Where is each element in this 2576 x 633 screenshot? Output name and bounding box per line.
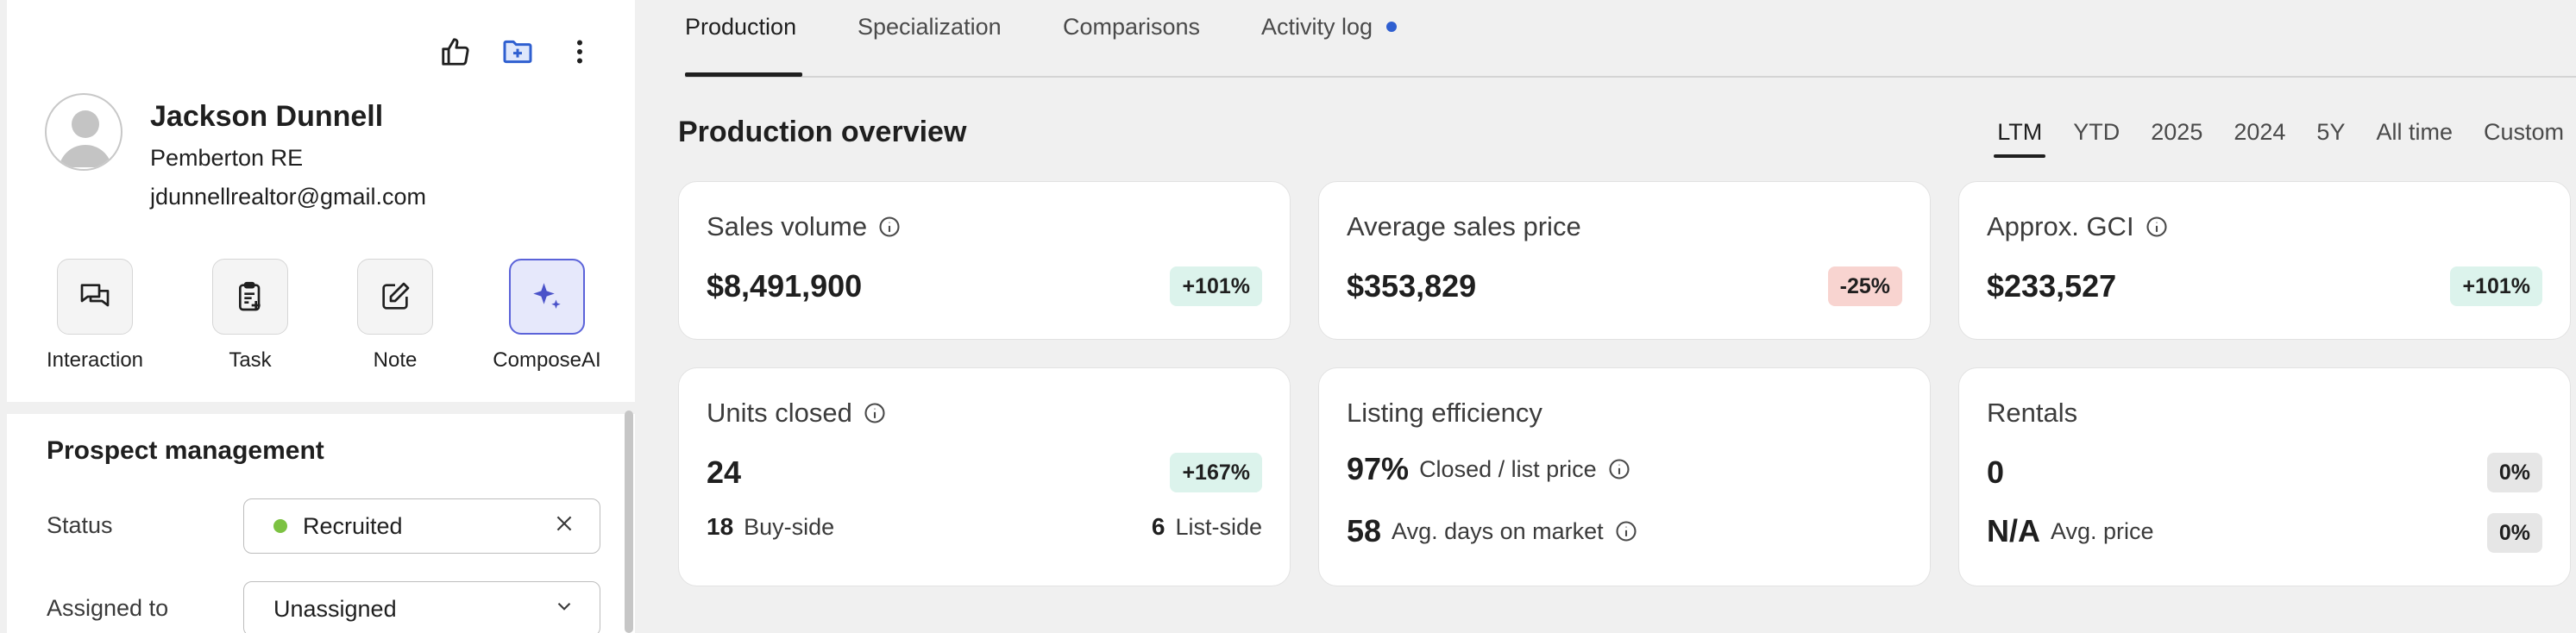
chevron-down-icon bbox=[553, 595, 575, 624]
rentals-avg-price-value: N/A bbox=[1987, 513, 2040, 548]
approx-gci-title: Approx. GCI bbox=[1987, 211, 2169, 242]
range-2024[interactable]: 2024 bbox=[2234, 119, 2286, 145]
compose-ai-label: ComposeAI bbox=[493, 348, 601, 372]
units-closed-title: Units closed bbox=[707, 398, 887, 429]
average-sales-price-change-badge: -25% bbox=[1827, 266, 1902, 306]
units-closed-change-badge: +167% bbox=[1170, 453, 1262, 492]
avatar bbox=[45, 93, 123, 171]
panel-scrollbar[interactable] bbox=[625, 411, 633, 633]
tab-bar: Production Specialization Comparisons Ac… bbox=[685, 0, 2576, 78]
rentals-card: Rentals 0 0% N/A Avg. price 0% bbox=[1958, 367, 2571, 586]
sales-volume-label: Sales volume bbox=[707, 211, 868, 241]
task-icon bbox=[212, 259, 288, 335]
interaction-button[interactable]: Interaction bbox=[26, 259, 164, 373]
range-2025[interactable]: 2025 bbox=[2151, 119, 2203, 145]
contact-company: Pemberton RE bbox=[150, 145, 304, 171]
quick-actions: Interaction Task Note ComposeAI bbox=[7, 259, 635, 379]
listing-efficiency-title: Listing efficiency bbox=[1347, 398, 1542, 428]
assigned-to-select[interactable]: Unassigned bbox=[243, 581, 600, 633]
rentals-avg-price-change-badge: 0% bbox=[2486, 513, 2542, 553]
closed-list-price-value: 97% bbox=[1347, 451, 1410, 486]
tab-specialization[interactable]: Specialization bbox=[858, 14, 1002, 40]
sales-volume-card: Sales volume $8,491,900 +101% bbox=[678, 181, 1291, 340]
sparkle-icon bbox=[509, 259, 585, 335]
assigned-to-value: Unassigned bbox=[273, 595, 397, 622]
interaction-label: Interaction bbox=[46, 348, 144, 372]
list-side-count: 6 bbox=[1151, 513, 1165, 540]
units-closed-card: Units closed 24 +167% 18 Buy-side 6 List… bbox=[678, 367, 1291, 586]
status-label: Status bbox=[47, 512, 113, 538]
tab-production[interactable]: Production bbox=[685, 14, 797, 40]
units-closed-label: Units closed bbox=[707, 398, 852, 428]
note-button[interactable]: Note bbox=[326, 259, 464, 373]
tab-activity-log-label: Activity log bbox=[1261, 14, 1373, 40]
rentals-avg-price-label: Avg. price bbox=[2051, 517, 2154, 544]
buy-side-count: 18 bbox=[707, 513, 734, 540]
rentals-change-badge: 0% bbox=[2486, 453, 2542, 492]
chat-icon bbox=[57, 259, 133, 335]
approx-gci-card: Approx. GCI $233,527 +101% bbox=[1958, 181, 2571, 340]
range-5y[interactable]: 5Y bbox=[2316, 119, 2346, 145]
list-side-row: 6 List-side bbox=[1152, 513, 1262, 541]
edit-note-icon bbox=[357, 259, 433, 335]
range-custom[interactable]: Custom bbox=[2483, 119, 2564, 145]
closed-list-price-row: 97% Closed / list price bbox=[1347, 451, 1631, 487]
status-value: Recruited bbox=[303, 512, 403, 539]
info-icon[interactable] bbox=[863, 401, 887, 425]
contact-actions bbox=[435, 31, 600, 72]
range-all-time[interactable]: All time bbox=[2376, 119, 2453, 145]
rentals-avg-price-row: N/A Avg. price bbox=[1987, 513, 2154, 549]
approx-gci-label: Approx. GCI bbox=[1987, 211, 2134, 241]
listing-efficiency-card: Listing efficiency 97% Closed / list pri… bbox=[1318, 367, 1931, 586]
status-dot bbox=[273, 519, 287, 533]
contact-name: Jackson Dunnell bbox=[150, 100, 384, 133]
info-icon[interactable] bbox=[1614, 519, 1638, 543]
days-on-market-label: Avg. days on market bbox=[1392, 517, 1604, 544]
average-sales-price-value: $353,829 bbox=[1347, 268, 1477, 304]
contact-panel: Jackson Dunnell Pemberton RE jdunnellrea… bbox=[7, 0, 635, 633]
activity-indicator-dot bbox=[1386, 21, 1398, 32]
info-icon[interactable] bbox=[1607, 457, 1631, 481]
approx-gci-change-badge: +101% bbox=[2450, 266, 2542, 306]
average-sales-price-card: Average sales price $353,829 -25% bbox=[1318, 181, 1931, 340]
prospect-management-title: Prospect management bbox=[47, 436, 324, 465]
production-overview-title: Production overview bbox=[678, 116, 967, 148]
tab-activity-log[interactable]: Activity log bbox=[1261, 14, 1398, 41]
approx-gci-value: $233,527 bbox=[1987, 268, 2117, 304]
section-divider bbox=[7, 402, 635, 414]
sales-volume-title: Sales volume bbox=[707, 211, 902, 242]
info-icon[interactable] bbox=[2145, 215, 2169, 239]
task-label: Task bbox=[229, 348, 272, 372]
buy-side-row: 18 Buy-side bbox=[707, 513, 834, 541]
average-sales-price-title: Average sales price bbox=[1347, 211, 1581, 241]
days-on-market-value: 58 bbox=[1347, 513, 1382, 548]
days-on-market-row: 58 Avg. days on market bbox=[1347, 513, 1638, 549]
range-ytd[interactable]: YTD bbox=[2073, 119, 2120, 145]
closed-list-price-label: Closed / list price bbox=[1419, 455, 1597, 482]
rentals-value: 0 bbox=[1987, 454, 2005, 490]
sales-volume-value: $8,491,900 bbox=[707, 268, 863, 304]
units-closed-value: 24 bbox=[707, 454, 742, 490]
tab-bar-rule bbox=[685, 76, 2576, 78]
contact-email[interactable]: jdunnellrealtor@gmail.com bbox=[150, 184, 427, 210]
compose-ai-button[interactable]: ComposeAI bbox=[478, 259, 616, 373]
clear-status-icon[interactable] bbox=[553, 512, 575, 541]
assigned-to-label: Assigned to bbox=[47, 595, 169, 621]
tab-comparisons[interactable]: Comparisons bbox=[1063, 14, 1201, 40]
time-range-selector: LTM YTD 2025 2024 5Y All time Custom bbox=[1966, 119, 2564, 158]
active-tab-indicator bbox=[685, 72, 802, 77]
thumbs-up-icon[interactable] bbox=[435, 31, 476, 72]
sales-volume-change-badge: +101% bbox=[1170, 266, 1262, 306]
add-to-folder-icon[interactable] bbox=[497, 31, 538, 72]
rentals-title: Rentals bbox=[1987, 398, 2078, 428]
note-label: Note bbox=[373, 348, 418, 372]
status-field[interactable]: Recruited bbox=[243, 498, 600, 554]
info-icon[interactable] bbox=[877, 215, 902, 239]
list-side-label: List-side bbox=[1175, 513, 1262, 540]
buy-side-label: Buy-side bbox=[744, 513, 835, 540]
task-button[interactable]: Task bbox=[181, 259, 319, 373]
range-ltm[interactable]: LTM bbox=[1994, 119, 2046, 158]
more-vertical-icon[interactable] bbox=[559, 31, 600, 72]
